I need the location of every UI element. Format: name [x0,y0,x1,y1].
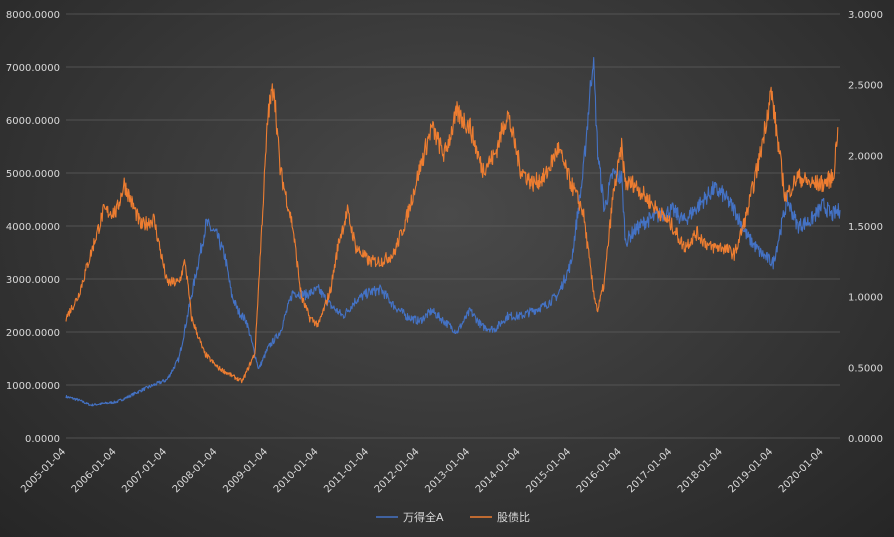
grid-lines [66,13,840,439]
x-tick-label: 2005-01-04 [19,446,68,495]
y-left-tick-label: 6000.0000 [6,116,60,127]
legend-label: 股债比 [497,510,530,524]
x-tick-label: 2017-01-04 [625,446,674,495]
y-right-tick-label: 1.5000 [848,222,883,233]
x-tick-label: 2015-01-04 [524,446,573,495]
x-tick-label: 2011-01-04 [322,446,371,495]
y-left-tick-label: 8000.0000 [6,10,60,21]
y-axis-left: 0.0000 1000.0000 2000.0000 3000.0000 4000.00… [6,10,60,445]
y-right-tick-label: 2.0000 [848,151,883,162]
x-axis: 2005-01-04 2006-01-04 2007-01-04 2008-01-04… [19,446,826,495]
y-left-tick-label: 0.0000 [25,434,60,445]
y-axis-right: 0.0000 0.5000 1.0000 1.5000 2.0000 2.5000 3.00… [848,10,883,445]
x-tick-label: 2013-01-04 [423,446,472,495]
x-tick-label: 2009-01-04 [221,446,270,495]
y-right-tick-label: 0.0000 [848,434,883,445]
legend: 万得全A 股债比 [376,510,530,524]
y-left-tick-label: 4000.0000 [6,222,60,233]
y-left-tick-label: 1000.0000 [6,381,60,392]
x-tick-label: 2018-01-04 [676,446,725,495]
y-right-tick-label: 1.0000 [848,293,883,304]
x-tick-label: 2016-01-04 [575,446,624,495]
y-right-tick-label: 3.0000 [848,10,883,21]
y-left-tick-label: 7000.0000 [6,63,60,74]
x-tick-label: 2010-01-04 [272,446,321,495]
x-tick-label: 2019-01-04 [726,446,775,495]
y-left-tick-label: 3000.0000 [6,275,60,286]
y-left-tick-label: 2000.0000 [6,328,60,339]
series-line [65,56,841,407]
series-layer [65,56,841,407]
x-tick-label: 2006-01-04 [70,446,119,495]
x-tick-label: 2012-01-04 [373,446,422,495]
x-tick-label: 2008-01-04 [171,446,220,495]
legend-label: 万得全A [403,510,444,524]
x-tick-label: 2007-01-04 [120,446,169,495]
x-tick-label: 2014-01-04 [474,446,523,495]
y-right-tick-label: 2.5000 [848,81,883,92]
y-left-tick-label: 5000.0000 [6,169,60,180]
series-line [65,83,839,384]
y-right-tick-label: 0.5000 [848,363,883,374]
x-tick-label: 2020-01-04 [777,446,826,495]
